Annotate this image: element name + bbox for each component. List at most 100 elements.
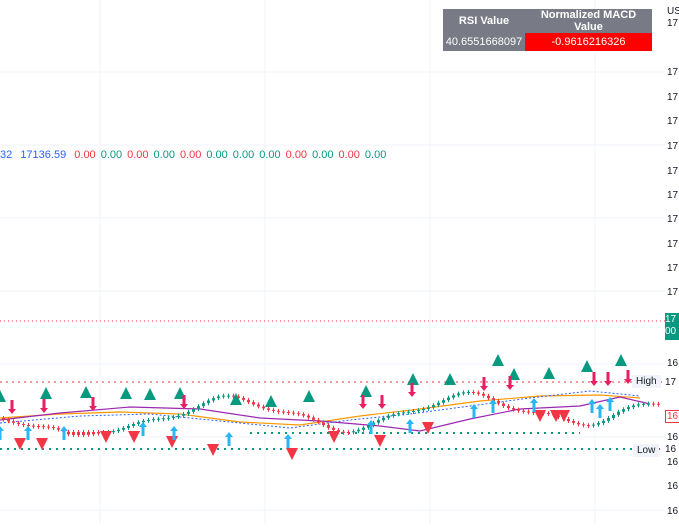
candle [357,429,360,432]
down-arrow-icon [590,372,598,386]
candle [287,412,290,414]
candle [467,392,470,394]
up-arrow-icon [225,432,233,446]
indicator-value-first: 32 [0,149,13,161]
high-price-tick: 17 [665,377,677,388]
buy-triangle-icon [120,387,132,399]
candle [237,396,240,398]
indicator-value: 0.00 [206,149,228,161]
candle [592,424,595,426]
candle [637,404,640,406]
down-arrow-icon [40,399,48,413]
candle [312,417,315,420]
last-price-line2: 00 [665,326,677,337]
price-axis[interactable]: US 17 17 17 17 17 17 17 17 17 17 17 16 16 16 16 16 17 1… [665,0,679,524]
up-arrow-icon [139,422,147,436]
candle [272,409,275,411]
candle [302,414,305,416]
sell-triangle-icon [14,438,26,450]
buy-triangle-icon [360,385,372,397]
chart-area[interactable]: 32 17136.59 0.00 0.00 0.00 0.00 0.00 0.00 0.00… [0,0,665,524]
sell-triangle-icon [534,410,546,422]
buy-triangle-icon [303,390,315,402]
buy-triangle-icon [615,354,627,366]
candle [52,427,55,429]
candle [32,425,35,427]
candle [12,421,15,423]
candle [397,413,400,415]
candle [197,406,200,410]
up-arrow-icon [0,426,4,440]
sell-triangle-icon [166,436,178,448]
up-arrow-icon [24,426,32,440]
indicator-value: 0.00 [153,149,175,161]
down-arrow-icon [89,397,97,411]
candle [447,397,450,401]
buy-triangle-icon [144,388,156,400]
price-chart[interactable] [0,0,665,524]
candle [612,414,615,419]
candle [227,395,230,397]
candle [42,426,45,428]
candle [262,406,265,409]
indicator-value: 0.00 [74,149,96,161]
candle [22,424,25,426]
candle [277,410,280,412]
candle [402,412,405,414]
indicator-value: 0.00 [127,149,149,161]
down-arrow-icon [604,372,612,386]
indicator-value: 0.00 [259,149,281,161]
candle [602,420,605,424]
candle [317,419,320,423]
candle [267,408,270,410]
candle [162,418,165,420]
candle [127,425,130,428]
axis-tick-label: 17 [667,214,679,225]
candle [337,430,340,432]
signals [0,354,632,460]
rsi-macd-table: RSI Value Normalized MACD Value 40.65516… [443,9,652,51]
buy-triangle-icon [581,360,593,372]
candle [547,413,550,415]
axis-tick-label: 17 [667,18,679,29]
candle [517,409,520,411]
up-arrow-icon [489,399,497,413]
candle [257,404,260,407]
sell-triangle-icon [422,422,434,434]
indicator-value: 0.00 [312,149,334,161]
up-arrow-icon [588,399,596,413]
candle [432,405,435,408]
candle [617,411,620,415]
candle [642,403,645,405]
down-arrow-icon [180,395,188,409]
axis-tick-label: 16 [667,358,679,369]
candle [527,411,530,413]
up-arrow-icon [170,426,178,440]
candle [152,419,155,421]
candle [492,398,495,401]
down-arrow-icon [359,395,367,409]
candle [92,432,95,435]
last-price-line1: 17 [665,314,677,325]
candle [632,405,635,408]
candle [147,419,150,421]
candle [607,418,610,421]
up-arrow-icon [470,404,478,418]
indicator-value-second: 17136.59 [20,149,67,161]
macd-header: Normalized MACD Value [525,9,652,33]
candle [47,426,50,428]
candle [442,400,445,403]
last-price-badge: 17 00 [665,313,679,340]
candle [657,403,660,405]
axis-tick-label: 17 [667,141,679,152]
candle [7,419,10,422]
candle [132,423,135,426]
indicator-value: 0.00 [285,149,308,161]
candle [457,393,460,396]
up-arrow-icon [530,398,538,412]
buy-triangle-icon [0,390,6,402]
indicator-value: 0.00 [232,149,255,161]
candle [17,422,20,425]
up-arrow-icon [596,404,604,418]
buy-triangle-icon [444,373,456,385]
